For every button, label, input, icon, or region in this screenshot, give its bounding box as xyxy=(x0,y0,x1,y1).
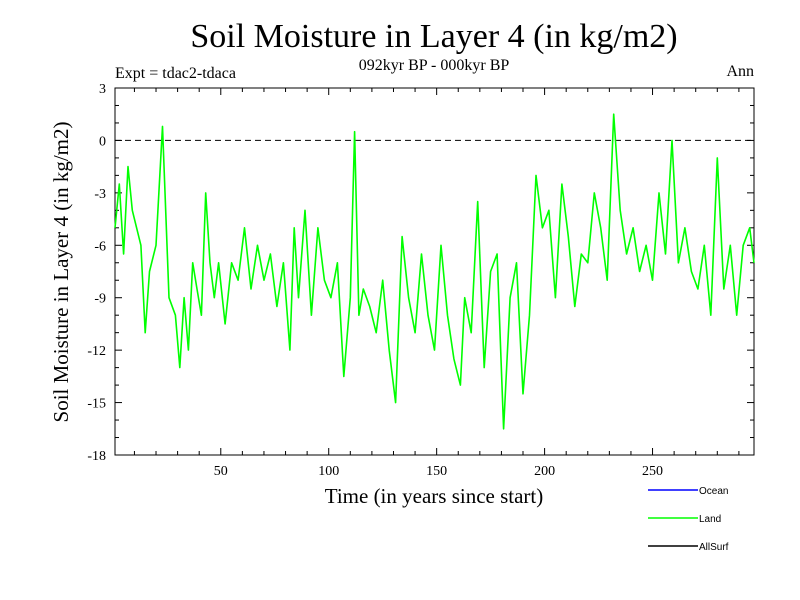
legend-label-allsurf: AllSurf xyxy=(699,542,729,553)
legend-label-land: Land xyxy=(699,514,721,525)
y-tick-label: -15 xyxy=(87,397,106,412)
plot-frame xyxy=(114,87,755,456)
legend-label-ocean: Ocean xyxy=(699,486,728,497)
x-tick-label: 250 xyxy=(642,464,663,479)
series-line-land xyxy=(114,113,755,430)
x-tick-label: 200 xyxy=(534,464,555,479)
y-tick-label: -6 xyxy=(94,239,106,254)
x-tick-label: 50 xyxy=(214,464,228,479)
chart-title: Soil Moisture in Layer 4 (in kg/m2) xyxy=(190,18,677,55)
y-tick-label: -12 xyxy=(87,344,106,359)
experiment-label: Expt = tdac2-tdaca xyxy=(115,65,236,82)
y-axis-label: Soil Moisture in Layer 4 (in kg/m2) xyxy=(49,122,73,423)
axis-tick-labels: 3 0 -3 -6 -9 -12 -15 -18 50 100 150 200 250 xyxy=(87,82,663,479)
chart-subtitle: 092kyr BP - 000kyr BP xyxy=(359,57,510,74)
series-layer xyxy=(114,113,755,430)
y-tick-label: 3 xyxy=(99,82,106,97)
y-tick-label: -18 xyxy=(87,449,106,464)
x-axis-label: Time (in years since start) xyxy=(325,484,544,508)
y-tick-label: -9 xyxy=(94,292,106,307)
y-tick-label: -3 xyxy=(94,187,106,202)
season-label: Ann xyxy=(726,63,754,80)
x-tick-label: 150 xyxy=(426,464,447,479)
y-tick-label: 0 xyxy=(99,134,106,149)
x-tick-label: 100 xyxy=(318,464,339,479)
legend: Ocean Land AllSurf xyxy=(648,486,729,553)
